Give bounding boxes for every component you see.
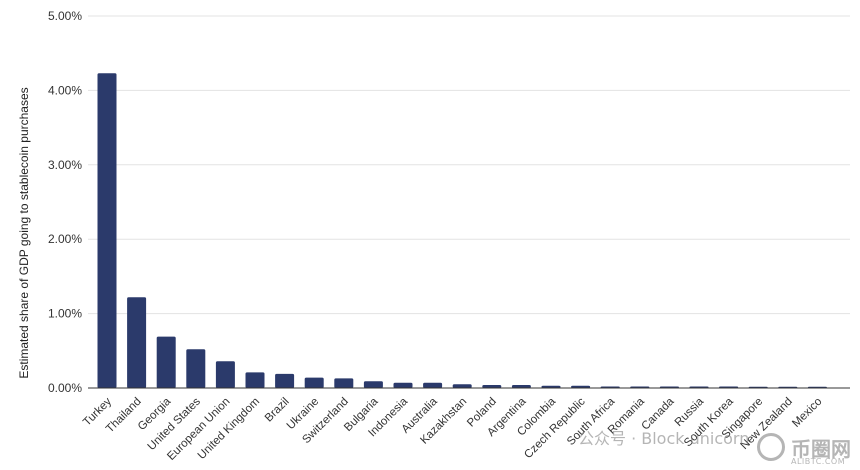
y-axis-ticks: 0.00% 1.00% 2.00% 3.00% 4.00% 5.00%: [48, 9, 82, 395]
bar-european-union: [215, 361, 235, 388]
bar-switzerland: [334, 378, 354, 388]
bar-united-kingdom: [245, 372, 265, 388]
y-tick-label: 0.00%: [48, 381, 82, 395]
watermark-text: 公众号 · Block unicorn: [578, 429, 750, 448]
bar-czech-republic: [571, 385, 591, 388]
bars: [97, 73, 827, 389]
bar-indonesia: [393, 382, 413, 388]
bar-argentina: [511, 385, 531, 388]
bar-thailand: [127, 297, 147, 388]
y-tick-label: 5.00%: [48, 9, 82, 23]
bar-poland: [482, 385, 502, 388]
logo-circle-icon: [757, 433, 785, 461]
bar-colombia: [541, 385, 561, 388]
watermark-logo: 币圈网 ALIBTC.COM: [757, 433, 857, 469]
bar-bulgaria: [363, 381, 383, 388]
bar-georgia: [156, 336, 176, 388]
bar-australia: [423, 382, 443, 388]
bar-turkey: [97, 73, 117, 389]
y-tick-label: 2.00%: [48, 232, 82, 246]
y-tick-label: 3.00%: [48, 158, 82, 172]
y-tick-label: 1.00%: [48, 307, 82, 321]
bar-brazil: [275, 373, 295, 388]
bar-united-states: [186, 349, 206, 388]
x-tick-label: Mexico: [790, 396, 824, 430]
logo-name: 币圈网: [791, 437, 851, 461]
y-axis-label: Estimated share of GDP going to stableco…: [17, 87, 31, 378]
y-tick-label: 4.00%: [48, 83, 82, 97]
bar-ukraine: [304, 377, 324, 388]
logo-url: ALIBTC.COM: [791, 457, 846, 466]
grid-lines: [88, 15, 850, 315]
bar-kazakhstan: [452, 384, 472, 388]
